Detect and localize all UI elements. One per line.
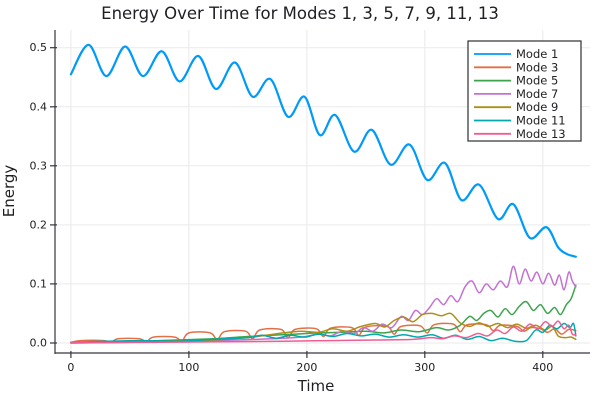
legend-entry: Mode 5: [474, 74, 558, 88]
legend-entry: Mode 9: [474, 100, 558, 114]
legend-entry: Mode 11: [474, 114, 566, 128]
legend-label: Mode 7: [516, 87, 558, 101]
x-tick-label: 0: [67, 361, 74, 374]
y-tick-label: 0.5: [30, 41, 48, 54]
x-axis-label: Time: [297, 377, 335, 395]
series-line-mode-1: [69, 43, 577, 258]
axes: [50, 30, 590, 358]
legend-entry: Mode 13: [474, 127, 566, 141]
y-tick-label: 0.3: [30, 159, 48, 172]
legend-box: [467, 40, 582, 142]
series-line-mode-5: [70, 284, 577, 344]
x-tick-label: 300: [414, 361, 435, 374]
legend-label: Mode 1: [516, 47, 558, 61]
x-tick-label: 100: [178, 361, 199, 374]
series-line-mode-13: [70, 320, 577, 344]
tick-labels: 0 100 200 300 400 0.0 0.1 0.2 0.3 0.4 0.5: [30, 41, 554, 374]
legend-label: Mode 3: [516, 60, 558, 74]
legend-label: Mode 9: [516, 100, 558, 114]
chart-title: Energy Over Time for Modes 1, 3, 5, 7, 9…: [101, 4, 499, 23]
series-line-mode-3: [70, 322, 577, 344]
x-tick-label: 200: [296, 361, 317, 374]
legend-entry: Mode 7: [474, 87, 558, 101]
series-line-mode-9: [70, 312, 577, 344]
legend-label: Mode 13: [516, 127, 566, 141]
y-tick-label: 0.1: [30, 277, 48, 290]
legend-entry: Mode 3: [474, 60, 558, 74]
series-lines: [69, 43, 577, 344]
legend-entry: Mode 1: [474, 47, 558, 61]
y-tick-label: 0.0: [30, 337, 48, 350]
legend-label: Mode 11: [516, 114, 566, 128]
x-tick-label: 400: [532, 361, 553, 374]
series-line-mode-11: [70, 322, 577, 344]
y-tick-label: 0.4: [30, 100, 48, 113]
y-tick-label: 0.2: [30, 218, 48, 231]
legend-label: Mode 5: [516, 74, 558, 88]
y-axis-label: Energy: [0, 165, 18, 218]
